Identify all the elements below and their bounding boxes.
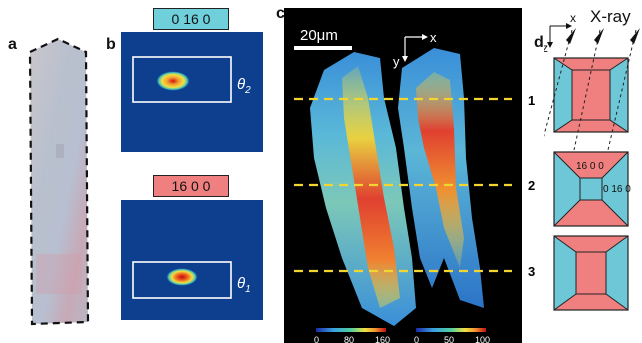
label-16-0-0: 16 0 0 [576, 161, 604, 172]
schematic-2: 16 0 0 0 16 0 [553, 151, 631, 227]
line-number-2: 2 [528, 178, 536, 193]
xray-label: X-ray [590, 7, 631, 26]
theta-2-label: θ2 [237, 76, 251, 96]
cross-section-schematics: x z X-ray [544, 7, 640, 311]
schematic-axis-x: x [570, 11, 576, 25]
colorbar-right [416, 328, 486, 332]
crystal-body [30, 39, 88, 324]
colorbar-left-tick-1: 80 [344, 335, 354, 343]
roi-box [132, 56, 232, 103]
colorbar-right-tick-1: 50 [444, 335, 454, 343]
reflection-tag-1600: 16 0 0 [153, 175, 229, 197]
axis-x-label: x [430, 30, 437, 45]
crystal-outline [28, 37, 90, 326]
panel-c-letter: c [276, 5, 285, 22]
line-number-1: 1 [528, 93, 536, 108]
theta-1-label: θ1 [237, 275, 251, 295]
diffraction-spot [166, 268, 198, 286]
roi-box [132, 261, 232, 299]
scale-bar [294, 46, 352, 50]
colorbar-left-tick-2: 160 [375, 335, 390, 343]
line-number-3: 3 [528, 264, 536, 279]
panel-b-letter: b [106, 36, 116, 53]
diffraction-spot [156, 71, 190, 91]
axis-y-label: y [393, 54, 400, 69]
crystal-photo [28, 37, 90, 326]
schematic-axis-z: z [544, 41, 548, 55]
scale-bar-label: 20μm [300, 27, 338, 44]
colorbar-right-tick-0: 0 [414, 335, 419, 343]
intensity-maps: 20μm x y 0 80 160 0 50 100 [284, 8, 522, 343]
detector-image-bottom: θ1 [121, 200, 263, 320]
panel-d-letter: d [534, 34, 544, 51]
map-left-hotspot [342, 66, 400, 308]
colorbar-right-tick-2: 100 [475, 335, 490, 343]
label-0-16-0: 0 16 0 [603, 184, 631, 195]
axis-y-arrow [402, 56, 408, 62]
colorbar-left-tick-0: 0 [314, 335, 319, 343]
map-right-hotspot [416, 72, 464, 268]
schematic-3 [553, 235, 629, 311]
axis-x-arrow [422, 34, 428, 40]
reflection-tag-0160: 0 16 0 [153, 8, 229, 30]
colorbar-left [316, 328, 386, 332]
detector-image-top: θ2 [121, 32, 263, 152]
schematic-1 [544, 28, 640, 151]
panel-a-letter: a [8, 36, 17, 53]
